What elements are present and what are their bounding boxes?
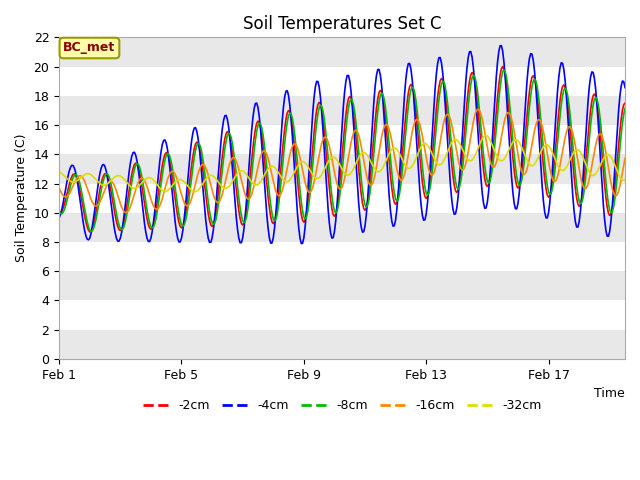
-32cm [108,177,115,183]
Bar [59,67,625,96]
-4cm [500,59,508,65]
Line: -4cm: -4cm [59,46,625,243]
-8cm [499,69,506,75]
Title: Soil Temperatures Set C: Soil Temperatures Set C [243,15,442,33]
-16cm [621,156,629,161]
-4cm [218,126,226,132]
-4cm [333,203,341,209]
-16cm [475,106,483,112]
-32cm [500,156,508,162]
-4cm [314,79,322,84]
-8cm [333,209,341,215]
Y-axis label: Soil Temperature (C): Soil Temperature (C) [15,134,28,263]
Line: -8cm: -8cm [59,70,625,231]
-16cm [417,127,425,132]
-32cm [483,132,490,138]
-16cm [500,120,508,126]
Bar [59,183,625,213]
Line: -16cm: -16cm [59,109,625,213]
Bar [59,213,625,242]
X-axis label: Time: Time [595,387,625,400]
-2cm [314,102,322,108]
-2cm [500,66,508,72]
-2cm [109,198,116,204]
Bar [59,37,625,67]
-16cm [108,179,115,184]
Bar [59,96,625,125]
-32cm [55,169,63,175]
-8cm [314,111,322,117]
-2cm [86,229,93,235]
-2cm [55,210,63,216]
-4cm [55,215,63,221]
-32cm [314,176,322,181]
-32cm [621,177,629,183]
Legend: -2cm, -4cm, -8cm, -16cm, -32cm: -2cm, -4cm, -8cm, -16cm, -32cm [138,394,547,417]
-4cm [417,202,425,208]
-8cm [500,67,508,73]
-8cm [87,228,95,234]
-4cm [298,240,305,246]
Bar [59,271,625,300]
-8cm [417,150,425,156]
-16cm [55,185,63,191]
-2cm [333,205,341,211]
-2cm [417,167,425,173]
-32cm [333,157,341,163]
-32cm [220,185,227,191]
-32cm [191,189,198,194]
-16cm [333,180,341,186]
Text: BC_met: BC_met [63,41,116,55]
-2cm [621,100,629,106]
-4cm [497,43,505,48]
Bar [59,330,625,359]
-8cm [55,209,63,215]
Bar [59,300,625,330]
-16cm [314,159,322,165]
Bar [59,125,625,154]
-32cm [417,144,425,150]
Line: -2cm: -2cm [59,67,625,232]
-16cm [122,210,129,216]
-2cm [499,64,506,70]
-16cm [220,187,227,192]
-4cm [621,84,629,90]
Bar [59,154,625,183]
Line: -32cm: -32cm [59,135,625,192]
-2cm [220,144,227,149]
-8cm [621,106,629,111]
-8cm [220,156,227,161]
-4cm [108,204,115,210]
-8cm [109,190,116,195]
Bar [59,242,625,271]
